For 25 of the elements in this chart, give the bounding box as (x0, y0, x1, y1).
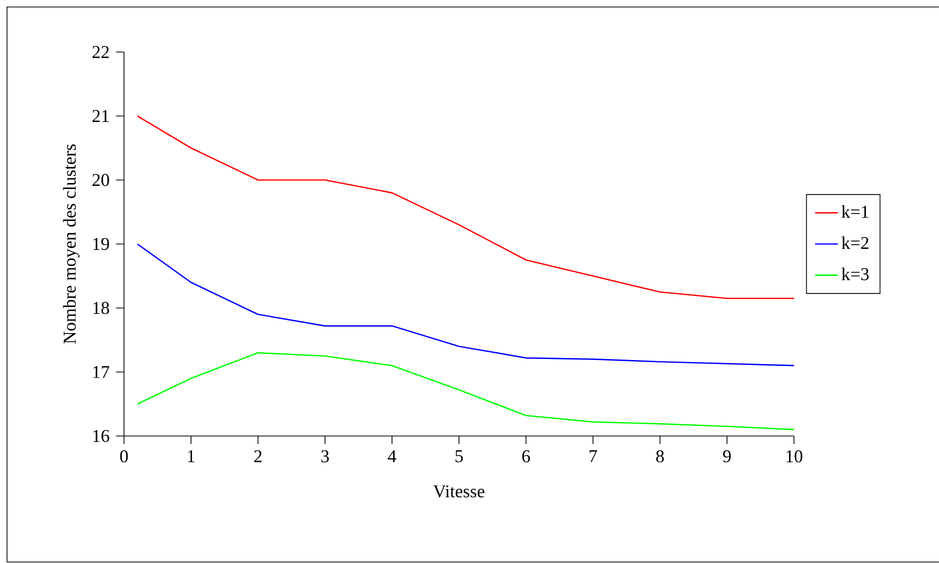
y-tick-label: 19 (93, 238, 109, 250)
y-axis-title: Nombre moyen des clusters (63, 144, 80, 344)
x-axis-title: Vitesse (433, 485, 484, 498)
x-tick-label: 9 (723, 450, 731, 462)
line-series (136, 115, 794, 300)
y-tick-label: 18 (93, 302, 110, 314)
legend-label: k=3 (842, 268, 869, 280)
x-tick-label: 10 (786, 450, 802, 462)
x-tick-label: 8 (656, 450, 664, 462)
x-tick-label: 6 (522, 450, 530, 462)
x-tick-label: 7 (590, 450, 597, 462)
y-tick-label: 17 (93, 366, 110, 378)
x-tick-label: 4 (388, 450, 396, 462)
legend-label: k=1 (842, 205, 868, 218)
y-tick-label: 20 (92, 174, 110, 186)
legend-label: k=2 (842, 236, 868, 249)
x-tick-label: 2 (254, 450, 262, 462)
x-tick-label: 3 (321, 450, 329, 462)
y-tick-label: 22 (92, 46, 109, 58)
y-tick-label: 16 (93, 430, 110, 442)
y-tick-label: 21 (92, 110, 109, 122)
line-series (136, 352, 794, 430)
x-tick-label: 1 (188, 450, 194, 462)
x-tick-label: 0 (120, 450, 128, 462)
x-tick-label: 5 (456, 450, 463, 462)
